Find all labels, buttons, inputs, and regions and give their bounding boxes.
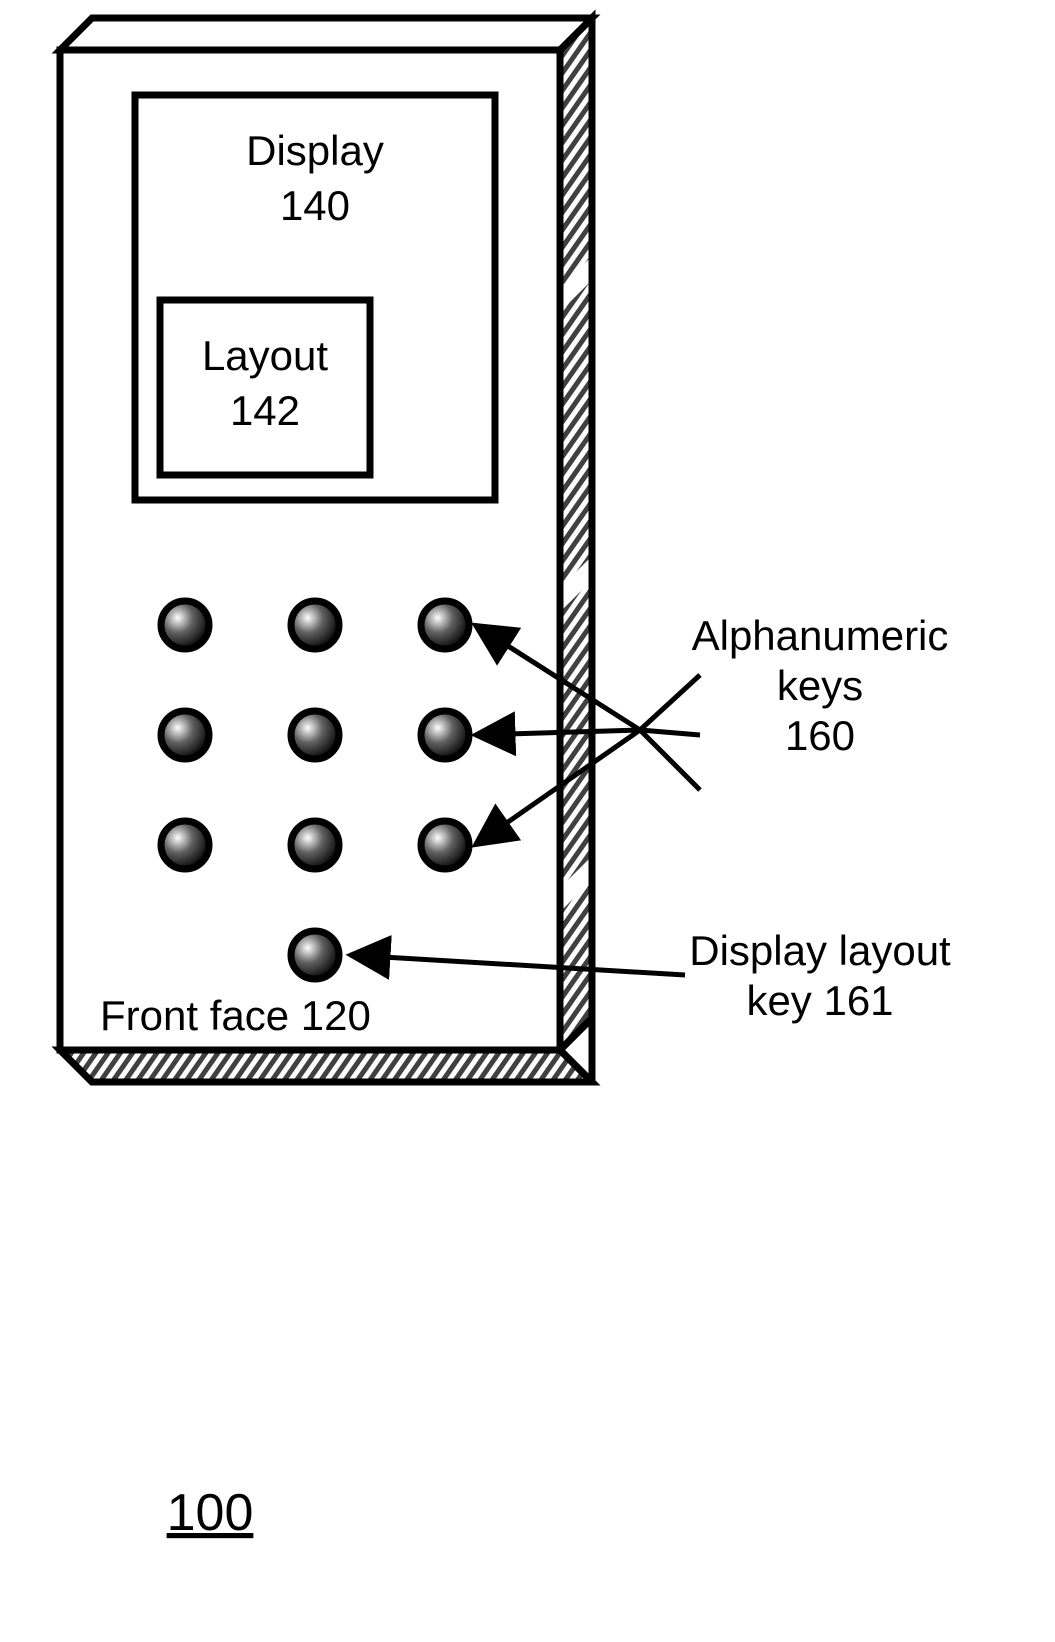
display-number: 140: [280, 182, 350, 229]
front-face-label: Front face 120: [100, 992, 371, 1039]
display-layout-key[interactable]: [291, 931, 339, 979]
dlk-label-line-0: Display layout: [689, 927, 951, 974]
alphanumeric-key-9[interactable]: [421, 821, 469, 869]
alphanumeric-key-7[interactable]: [161, 821, 209, 869]
alphanumeric-key-5[interactable]: [291, 711, 339, 759]
figure-number: 100: [167, 1484, 254, 1542]
alphanumeric-key-2[interactable]: [291, 601, 339, 649]
dlk-label-line-1: key 161: [746, 977, 893, 1024]
display-title: Display: [246, 127, 384, 174]
alphanumeric-key-6[interactable]: [421, 711, 469, 759]
alphanumeric-key-4[interactable]: [161, 711, 209, 759]
alpha-callout-stem: [640, 675, 700, 730]
alpha-label-line-0: Alphanumeric: [692, 612, 949, 659]
alpha-label-line-1: keys: [777, 662, 863, 709]
alphanumeric-key-8[interactable]: [291, 821, 339, 869]
layout-title: Layout: [202, 332, 328, 379]
device-bottom-face: [60, 1050, 592, 1082]
alphanumeric-key-3[interactable]: [421, 601, 469, 649]
layout-number: 142: [230, 387, 300, 434]
alphanumeric-key-1[interactable]: [161, 601, 209, 649]
alpha-label-line-2: 160: [785, 712, 855, 759]
alpha-callout-stem: [640, 730, 700, 735]
device-top-face: [60, 18, 592, 50]
alpha-callout-stem: [640, 730, 700, 790]
